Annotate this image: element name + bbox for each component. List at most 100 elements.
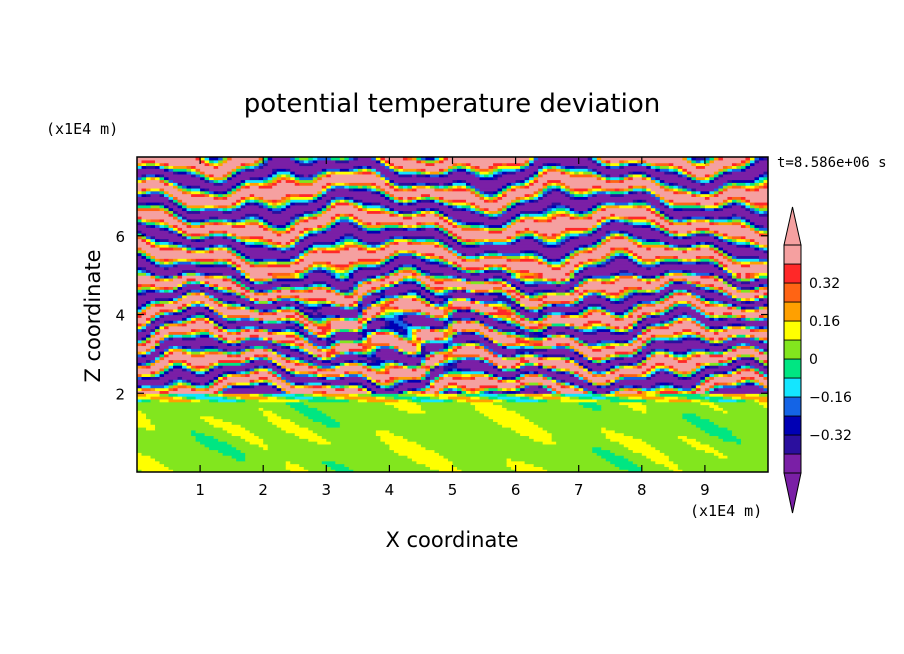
field-cell	[366, 379, 372, 383]
field-cell	[542, 238, 548, 242]
field-cell	[272, 379, 282, 383]
field-cell	[357, 306, 363, 310]
field-cell	[578, 401, 598, 406]
field-cell	[362, 370, 377, 375]
field-cell	[623, 432, 711, 437]
field-cell	[393, 384, 400, 389]
field-cell	[434, 241, 440, 245]
field-cell	[583, 311, 589, 316]
field-cell	[551, 314, 562, 318]
field-cell	[754, 370, 760, 375]
field-cell	[524, 387, 548, 392]
field-cell	[466, 342, 476, 347]
field-cell	[457, 275, 463, 279]
field-cell	[353, 292, 359, 296]
field-cell	[628, 457, 652, 462]
field-cell	[308, 283, 314, 287]
field-cell	[668, 241, 697, 245]
field-cell	[731, 337, 738, 341]
field-cell	[317, 306, 323, 310]
field-cell	[551, 325, 566, 330]
field-cell	[290, 258, 296, 262]
field-cell	[308, 289, 314, 293]
field-cell	[443, 322, 449, 327]
field-cell	[664, 348, 670, 352]
field-cell	[290, 348, 296, 352]
field-cell	[285, 303, 291, 307]
field-cell	[569, 325, 575, 330]
field-cell	[704, 303, 711, 307]
field-cell	[502, 266, 508, 271]
field-cell	[245, 325, 255, 330]
field-cell	[384, 322, 390, 327]
field-cell	[402, 328, 409, 332]
field-cell	[475, 238, 485, 242]
field-cell	[457, 320, 463, 324]
field-cell	[673, 272, 683, 276]
field-cell	[303, 255, 386, 259]
field-cell	[384, 272, 390, 276]
field-cell	[267, 396, 278, 400]
field-cell	[195, 249, 206, 254]
field-cell	[542, 317, 548, 321]
field-cell	[677, 230, 688, 234]
field-cell	[700, 247, 711, 251]
field-cell	[610, 328, 616, 332]
field-cell	[709, 328, 715, 332]
field-cell	[384, 297, 390, 302]
field-cell	[542, 308, 580, 313]
field-cell	[637, 292, 643, 296]
field-cell	[542, 241, 548, 245]
field-cell	[533, 308, 539, 313]
field-cell	[425, 289, 431, 293]
field-cell	[511, 292, 517, 296]
field-cell	[668, 325, 701, 330]
field-cell	[326, 230, 368, 234]
field-cell	[605, 325, 611, 330]
field-cell	[520, 412, 683, 417]
field-cell	[763, 373, 768, 377]
field-cell	[623, 230, 629, 234]
field-cell	[479, 311, 485, 316]
field-cell	[578, 247, 584, 251]
field-cell	[565, 345, 571, 349]
field-cell	[664, 272, 670, 276]
field-cell	[533, 230, 539, 234]
field-cell	[592, 328, 598, 332]
field-cell	[718, 384, 724, 389]
field-cell	[398, 452, 440, 456]
field-cell	[619, 317, 625, 321]
field-cell	[443, 328, 449, 332]
field-cell	[493, 277, 503, 282]
field-cell	[637, 353, 647, 358]
field-cell	[718, 263, 724, 268]
field-cell	[420, 258, 427, 262]
field-cell	[646, 390, 656, 394]
field-cell	[249, 382, 255, 386]
field-cell	[515, 362, 521, 366]
field-cell	[168, 331, 188, 335]
field-cell	[515, 390, 521, 394]
field-cell	[722, 396, 733, 400]
field-cell	[267, 379, 273, 383]
field-cell	[646, 342, 652, 347]
field-cell	[565, 227, 589, 231]
field-cell	[321, 337, 327, 341]
field-cell	[384, 241, 390, 245]
field-cell	[578, 342, 584, 347]
field-cell	[137, 449, 219, 453]
field-cell	[218, 351, 224, 355]
field-cell	[457, 331, 463, 335]
field-cell	[245, 367, 251, 372]
field-cell	[380, 308, 386, 313]
field-cell	[411, 337, 418, 341]
field-cell	[443, 244, 449, 248]
field-cell	[641, 325, 647, 330]
field-cell	[749, 277, 756, 282]
field-cell	[425, 410, 481, 414]
field-cell	[299, 325, 305, 330]
field-cell	[321, 384, 327, 389]
field-cell	[411, 241, 422, 245]
field-cell	[443, 337, 449, 341]
field-cell	[182, 283, 188, 287]
